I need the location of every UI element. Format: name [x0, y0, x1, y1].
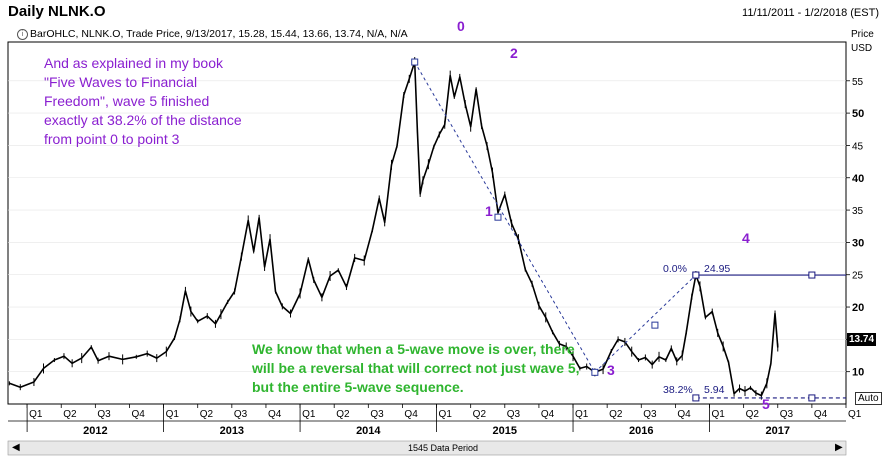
last-price-badge: 13.74 — [847, 333, 877, 346]
price-tick-label-20: 20 — [852, 302, 864, 314]
quarter-label-7: Q4 — [268, 409, 282, 420]
trend-handle-2 — [591, 368, 599, 376]
quarter-label-3: Q4 — [131, 409, 145, 420]
fib-lower-pct: 38.2% — [663, 384, 693, 396]
fib-lower-value: 5.94 — [704, 384, 725, 396]
price-axis: 10152025303540455055 — [846, 77, 864, 379]
chart-title: Daily NLNK.O — [8, 3, 106, 20]
quarter-label-17: Q2 — [609, 409, 623, 420]
wave-label-0: 0 — [457, 18, 465, 34]
year-label-2014: 2014 — [356, 425, 381, 437]
auto-scale-button[interactable]: Auto — [855, 392, 882, 405]
price-tick-label-35: 35 — [852, 206, 864, 217]
price-tick-label-55: 55 — [852, 77, 864, 88]
quarter-label-13: Q2 — [473, 409, 487, 420]
green-annotation: We know that when a 5-wave move is over,… — [252, 341, 580, 395]
quarter-label-19: Q4 — [677, 409, 691, 420]
scroll-left-arrow[interactable]: ◀ — [12, 442, 20, 453]
quarter-label-8: Q1 — [302, 409, 316, 420]
quarter-label-23: Q4 — [814, 409, 828, 420]
time-axis: Q1 Q2 Q3 Q4 Q1 Q2 Q3 Q4 Q1 Q2 Q3 Q4 Q1 Q2 Q3 Q4 Q1 Q2 Q3 Q4… — [26, 404, 862, 437]
grid-layer — [8, 80, 846, 372]
quarter-label-6: Q3 — [234, 409, 248, 420]
purple-annotation: And as explained in my book "Five Waves … — [44, 55, 242, 147]
fib-handle-start-1 — [692, 394, 700, 402]
price-tick-label-50: 50 — [852, 108, 864, 120]
wave-trendlines — [411, 58, 700, 376]
quarter-label-20: Q1 — [712, 409, 726, 420]
wave-label-1: 1 — [485, 203, 493, 219]
fib-handle-end-0 — [808, 271, 816, 279]
wave-label-3: 3 — [607, 362, 615, 378]
price-tick-label-40: 40 — [852, 173, 864, 185]
price-axis-currency: USD — [851, 43, 873, 54]
fib-upper-value: 24.95 — [704, 263, 731, 275]
quarter-label-11: Q4 — [404, 409, 418, 420]
year-label-2015: 2015 — [493, 425, 517, 437]
quarter-label-22: Q3 — [780, 409, 794, 420]
wave-label-4: 4 — [742, 230, 750, 246]
trend-handle-1 — [494, 213, 502, 221]
quarter-label-2: Q3 — [97, 409, 111, 420]
quarter-label-21: Q2 — [746, 409, 760, 420]
trend-handle-0 — [411, 58, 419, 66]
quarter-label-14: Q3 — [507, 409, 521, 420]
year-label-2017: 2017 — [766, 425, 790, 437]
date-range: 11/11/2011 - 1/2/2018 (EST) — [742, 7, 879, 19]
price-tick-label-10: 10 — [852, 367, 864, 379]
quarter-label-15: Q4 — [541, 409, 555, 420]
price-axis-header: Price USD — [851, 28, 874, 56]
fib-handle-end-1 — [808, 394, 816, 402]
year-label-2012: 2012 — [83, 425, 107, 437]
year-label-2016: 2016 — [629, 425, 653, 437]
info-icon[interactable]: i — [17, 29, 28, 40]
quarter-label-10: Q3 — [370, 409, 384, 420]
quarter-label-4: Q1 — [166, 409, 180, 420]
wave-trendline-0 — [414, 61, 596, 373]
quarter-label-18: Q3 — [643, 409, 657, 420]
price-series — [8, 57, 779, 400]
plot-area-frame — [7, 41, 847, 405]
bar-info-line: BarOHLC, NLNK.O, Trade Price, 9/13/2017,… — [30, 28, 408, 40]
fib-upper-pct: 0.0% — [663, 263, 687, 275]
price-tick-label-25: 25 — [852, 271, 864, 282]
price-tick-label-30: 30 — [852, 237, 864, 249]
data-period-label: 1545 Data Period — [404, 443, 483, 453]
quarter-label-5: Q2 — [200, 409, 214, 420]
wave-label-2: 2 — [510, 45, 518, 61]
quarter-label-24: Q1 — [848, 409, 862, 420]
quarter-label-16: Q1 — [575, 409, 589, 420]
trend-handle-3 — [651, 321, 659, 329]
wave-label-5: 5 — [762, 396, 770, 412]
quarter-label-12: Q1 — [439, 409, 453, 420]
scroll-right-arrow[interactable]: ▶ — [835, 442, 843, 453]
quarter-label-0: Q1 — [29, 409, 43, 420]
price-axis-title: Price — [851, 29, 874, 40]
year-label-2013: 2013 — [220, 425, 244, 437]
quarter-label-1: Q2 — [63, 409, 77, 420]
price-tick-label-45: 45 — [852, 141, 864, 152]
fib-handle-start-0 — [692, 271, 700, 279]
wave-trendline-1 — [594, 274, 697, 373]
quarter-label-9: Q2 — [336, 409, 350, 420]
fibonacci-levels — [692, 271, 846, 402]
